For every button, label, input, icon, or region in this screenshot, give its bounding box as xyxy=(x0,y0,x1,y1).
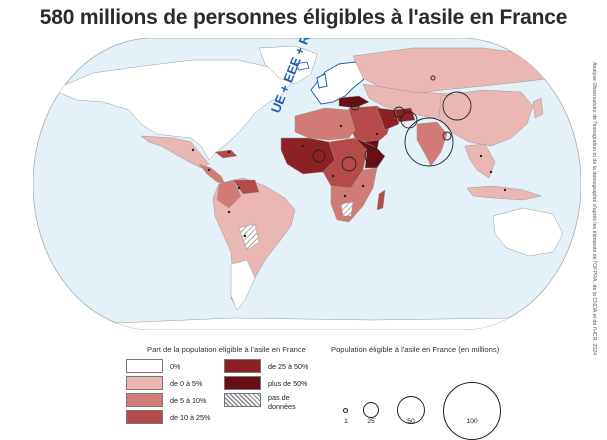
europe xyxy=(310,61,370,105)
swatch-0-5 xyxy=(126,376,163,390)
north-america xyxy=(52,59,292,161)
swatch-0 xyxy=(126,359,163,373)
circle-drc xyxy=(341,156,357,172)
map-title: 580 millions de personnes éligibles à l'… xyxy=(39,6,568,29)
dot xyxy=(375,132,379,136)
swatch-10-25 xyxy=(126,410,163,424)
source-note: Analyse Observatoire de l'immigration et… xyxy=(589,62,599,362)
small-dots xyxy=(191,124,507,238)
legend-label-5-10: de 5 à 10% xyxy=(170,396,207,405)
colombia xyxy=(216,179,242,209)
dot xyxy=(361,184,365,188)
dot xyxy=(489,170,493,174)
dot xyxy=(237,186,241,190)
dot xyxy=(243,234,247,238)
uk xyxy=(316,73,328,89)
circle-pakistan xyxy=(400,111,418,129)
source-text: Analyse Observatoire de l'immigration et… xyxy=(591,62,597,356)
legend-share-title: Part de la population éligible à l'asile… xyxy=(147,345,306,354)
dot xyxy=(301,144,305,148)
madagascar xyxy=(376,189,386,211)
legend-size-label-100: 100 xyxy=(466,418,478,425)
dot xyxy=(227,150,231,154)
dot xyxy=(343,194,347,198)
legend-label-no-data: pas de données xyxy=(268,393,296,411)
new-zealand xyxy=(566,255,578,275)
world-map-svg: UE + EEE + RU xyxy=(33,38,581,330)
greenland xyxy=(258,45,318,85)
no-data-sa xyxy=(238,223,260,251)
dot xyxy=(331,174,335,178)
dot xyxy=(479,154,483,158)
dot xyxy=(339,124,343,128)
circle-nigeria xyxy=(312,149,326,163)
venezuela xyxy=(232,179,260,195)
legend-size-label-1: 1 xyxy=(344,418,348,425)
legend-size-label-25: 25 xyxy=(367,418,375,425)
no-data-africa xyxy=(340,201,354,217)
legend-label-0: 0% xyxy=(170,362,181,371)
iceland xyxy=(294,61,310,71)
iran xyxy=(376,107,400,131)
legend-circle-1 xyxy=(343,408,348,413)
circle-russia xyxy=(430,75,436,81)
north-africa xyxy=(294,107,356,141)
legend-label-0-5: de 0 à 5% xyxy=(170,379,203,388)
proportional-circles xyxy=(312,75,472,172)
mexico xyxy=(140,135,210,169)
swatch-no-data xyxy=(224,393,261,407)
circle-afghanistan xyxy=(393,106,405,118)
circle-india xyxy=(404,117,454,167)
legend-size-title: Population éligible à l'asile en France … xyxy=(331,345,500,354)
dot xyxy=(191,148,195,152)
circle-china xyxy=(442,91,472,121)
swatch-25-50 xyxy=(224,359,261,373)
dot xyxy=(207,168,211,172)
australia xyxy=(492,207,564,257)
legend-label-25-50: de 25 à 50% xyxy=(268,362,309,371)
southeast-asia xyxy=(464,143,496,179)
circle-syria xyxy=(350,101,360,111)
caribbean xyxy=(214,149,238,159)
indonesia xyxy=(466,185,542,201)
southern-cone xyxy=(230,259,256,311)
legend-circle-50 xyxy=(397,396,425,424)
dot xyxy=(503,188,507,192)
india xyxy=(416,121,448,167)
swatch-5-10 xyxy=(126,393,163,407)
world-map: UE + EEE + RU xyxy=(33,38,581,330)
legend-circle-25 xyxy=(363,402,379,418)
legend-size-label-50: 50 xyxy=(407,418,415,425)
legend-label-50plus: plus de 50% xyxy=(268,379,308,388)
circle-ethiopia xyxy=(364,147,382,165)
legend-label-10-25: de 10 à 25% xyxy=(170,413,211,422)
japan xyxy=(532,97,544,119)
china xyxy=(438,89,534,147)
legend-circle-100 xyxy=(443,382,501,440)
swatch-50plus xyxy=(224,376,261,390)
circle-bangladesh xyxy=(442,131,452,141)
dot xyxy=(227,210,231,214)
